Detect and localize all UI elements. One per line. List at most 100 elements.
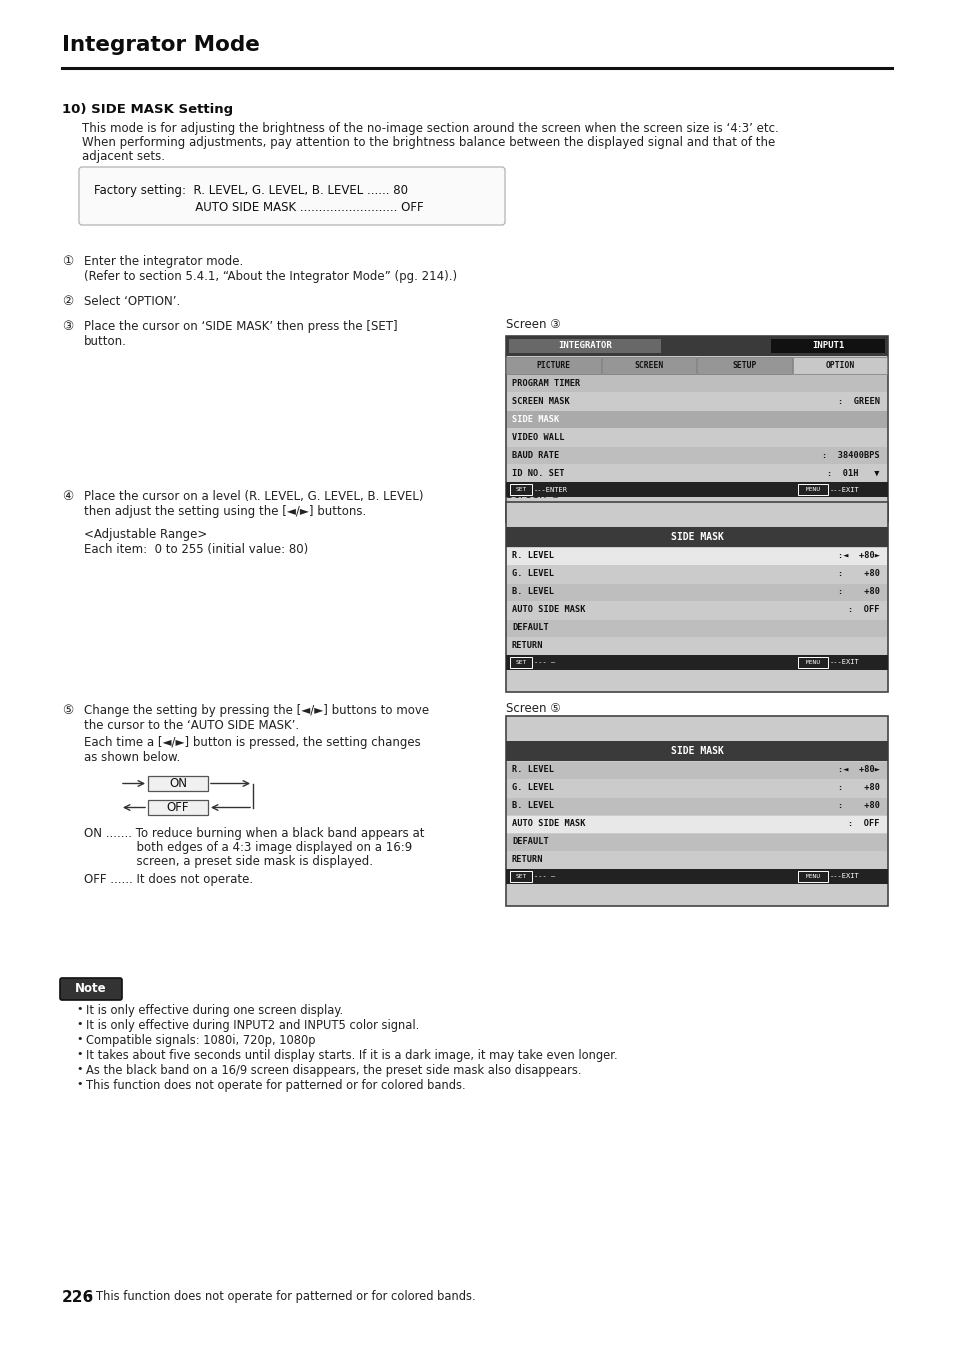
Text: then adjust the setting using the [◄/►] buttons.: then adjust the setting using the [◄/►] … [84,505,366,517]
Text: SETUP: SETUP [732,361,756,370]
Text: Note: Note [75,982,107,996]
Text: both edges of a 4:3 image displayed on a 16:9: both edges of a 4:3 image displayed on a… [84,842,412,854]
Text: INTEGRATOR: INTEGRATOR [558,342,611,350]
Bar [506,374,886,392]
Bar [509,339,660,353]
Bar [148,775,208,790]
Text: MENU: MENU [804,486,820,492]
Text: RETURN: RETURN [512,855,543,865]
Text: As the black band on a 16/9 screen disappears, the preset side mask also disappe: As the black band on a 16/9 screen disap… [86,1065,581,1077]
Bar [506,547,886,565]
Bar [506,797,886,815]
Text: ③: ③ [62,320,73,332]
Bar [697,357,791,373]
Text: Place the cursor on a level (R. LEVEL, G. LEVEL, B. LEVEL): Place the cursor on a level (R. LEVEL, G… [84,490,423,503]
Text: •: • [76,1019,82,1029]
Text: Factory setting:  R. LEVEL, G. LEVEL, B. LEVEL ...... 80: Factory setting: R. LEVEL, G. LEVEL, B. … [94,184,408,197]
Text: Place the cursor on ‘SIDE MASK’ then press the [SET]: Place the cursor on ‘SIDE MASK’ then pre… [84,320,397,332]
Text: :◄  +80►: :◄ +80► [837,551,879,561]
Text: MENU: MENU [804,661,820,665]
Text: (Refer to section 5.4.1, “About the Integrator Mode” (pg. 214).): (Refer to section 5.4.1, “About the Inte… [84,270,456,282]
Bar [506,465,886,481]
Text: ---ENTER: ---ENTER [534,486,567,493]
Bar [505,527,887,547]
Text: button.: button. [84,335,127,349]
Text: DEFAULT: DEFAULT [512,838,548,847]
Text: :  38400BPS: : 38400BPS [821,450,879,459]
Text: G. LEVEL: G. LEVEL [512,784,554,793]
Text: PICTURE: PICTURE [537,361,570,370]
Text: --- —: --- — [534,874,555,880]
Bar [506,357,600,373]
Text: Change the setting by pressing the [◄/►] buttons to move: Change the setting by pressing the [◄/►]… [84,704,429,717]
Bar [506,428,886,446]
Bar [770,339,884,353]
FancyBboxPatch shape [60,978,122,1000]
Text: •: • [76,1079,82,1089]
Text: Screen ③: Screen ③ [505,317,560,331]
Text: ON ....... To reduce burning when a black band appears at: ON ....... To reduce burning when a blac… [84,827,424,840]
Text: :  OFF: : OFF [847,605,879,615]
Text: ②: ② [62,295,73,308]
Text: the cursor to the ‘AUTO SIDE MASK’.: the cursor to the ‘AUTO SIDE MASK’. [84,719,299,732]
Text: It is only effective during INPUT2 and INPUT5 color signal.: It is only effective during INPUT2 and I… [86,1019,418,1032]
Text: Enter the integrator mode.: Enter the integrator mode. [84,255,243,267]
Text: AUTO SIDE MASK .......................... OFF: AUTO SIDE MASK .........................… [94,201,423,213]
Text: screen, a preset side mask is displayed.: screen, a preset side mask is displayed. [84,855,373,867]
Text: SIDE MASK: SIDE MASK [670,746,722,757]
Text: ---EXIT: ---EXIT [829,659,859,666]
Text: :  OFF: : OFF [847,820,879,828]
Text: ④: ④ [62,490,73,503]
Text: AUTO SIDE MASK: AUTO SIDE MASK [512,820,585,828]
Text: SIDE MASK: SIDE MASK [512,415,558,423]
Text: SCREEN: SCREEN [634,361,663,370]
Bar [505,336,887,357]
Bar [506,584,886,600]
Text: It is only effective during one screen display.: It is only effective during one screen d… [86,1004,343,1017]
Text: Select ‘OPTION’.: Select ‘OPTION’. [84,295,180,308]
Text: SET: SET [515,486,526,492]
Text: R. LEVEL: R. LEVEL [512,766,554,774]
Bar [510,484,532,494]
Bar [601,357,696,373]
Text: 226: 226 [62,1290,94,1305]
Bar [506,851,886,869]
Bar [505,740,887,761]
Text: ID NO. SET: ID NO. SET [512,469,564,477]
Text: •: • [76,1065,82,1074]
Bar [506,762,886,778]
Text: :    +80: : +80 [837,588,879,597]
Text: ①: ① [62,255,73,267]
Bar [797,484,827,494]
Bar [506,446,886,463]
Bar [506,566,886,582]
Text: This function does not operate for patterned or for colored bands.: This function does not operate for patte… [96,1290,476,1302]
Text: OPTION: OPTION [824,361,854,370]
Text: :    +80: : +80 [837,784,879,793]
Text: •: • [76,1048,82,1059]
Text: This mode is for adjusting the brightness of the no-image section around the scr: This mode is for adjusting the brightnes… [82,122,778,135]
Text: ON: ON [169,777,187,790]
Text: VIDEO WALL: VIDEO WALL [512,432,564,442]
Text: BAUD RATE: BAUD RATE [512,450,558,459]
Text: RETURN: RETURN [512,642,543,650]
Bar [505,716,887,907]
Text: SET: SET [515,874,526,880]
Bar [797,657,827,667]
Text: G. LEVEL: G. LEVEL [512,570,554,578]
Text: SET: SET [515,661,526,665]
Text: <Adjustable Range>: <Adjustable Range> [84,528,207,540]
Bar [510,871,532,882]
Text: Each time a [◄/►] button is pressed, the setting changes: Each time a [◄/►] button is pressed, the… [84,736,420,748]
Text: :◄  +80►: :◄ +80► [837,766,879,774]
Text: as shown below.: as shown below. [84,751,180,765]
FancyBboxPatch shape [79,168,504,226]
Text: R. LEVEL: R. LEVEL [512,551,554,561]
Bar [506,816,886,832]
Bar [506,411,886,427]
Text: AUTO SIDE MASK: AUTO SIDE MASK [512,605,585,615]
Bar [506,780,886,797]
Text: ---EXIT: ---EXIT [829,874,859,880]
Text: SIDE MASK: SIDE MASK [670,532,722,542]
Text: 10) SIDE MASK Setting: 10) SIDE MASK Setting [62,103,233,116]
